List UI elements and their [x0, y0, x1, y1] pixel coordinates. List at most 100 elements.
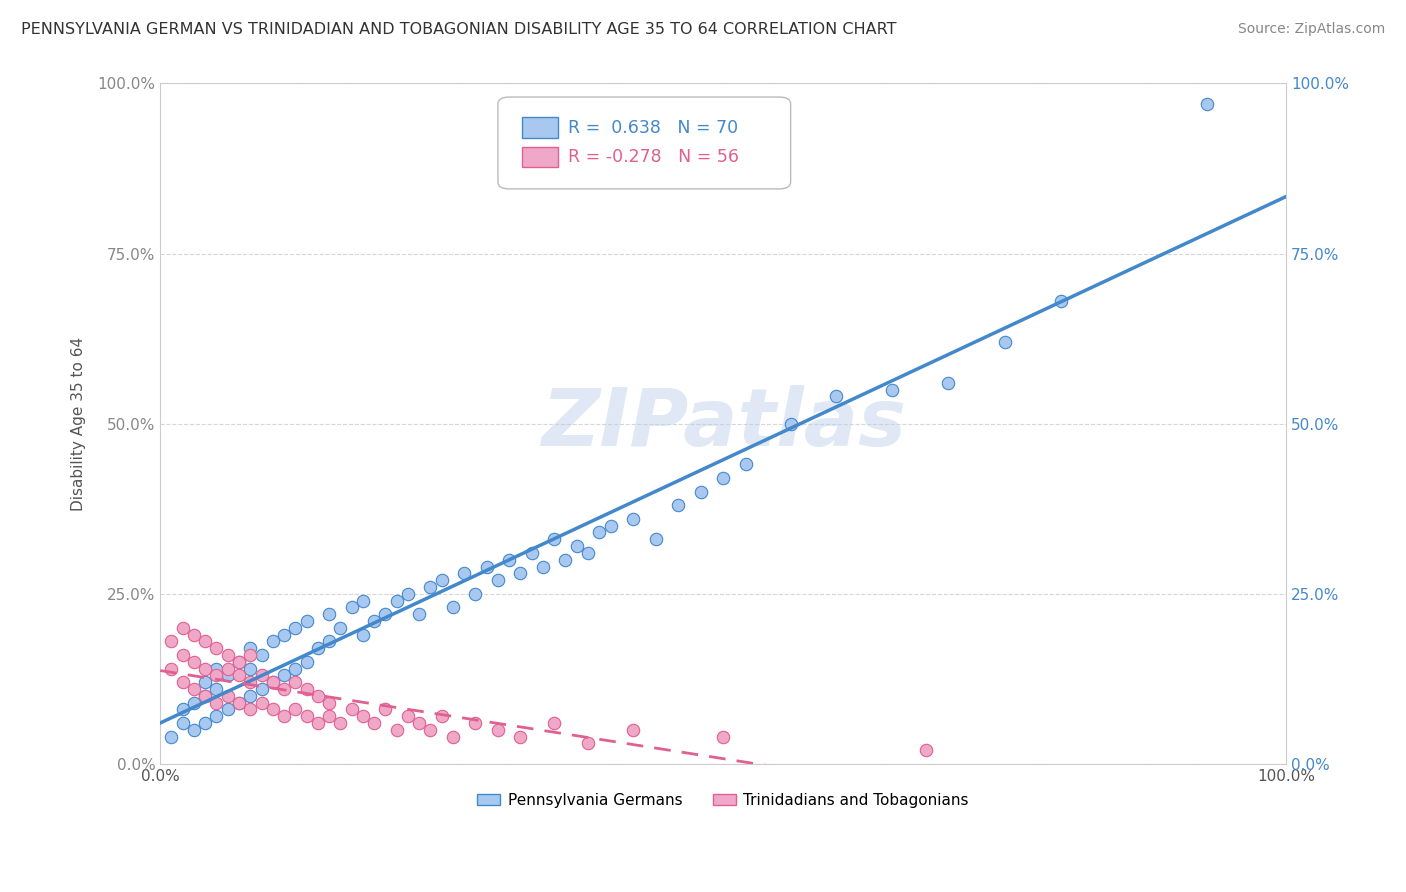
Point [307, 641, 329, 656]
Point [183, 627, 205, 641]
Point [318, 607, 340, 621]
Point [239, 662, 262, 676]
Point [666, 498, 689, 512]
Point [464, 587, 486, 601]
Point [228, 655, 250, 669]
Point [441, 600, 464, 615]
Point [194, 689, 217, 703]
Point [239, 648, 262, 662]
Point [363, 716, 385, 731]
Point [183, 681, 205, 696]
Point [284, 675, 307, 690]
Point [194, 675, 217, 690]
Point [295, 614, 318, 628]
Point [531, 559, 554, 574]
Point [318, 634, 340, 648]
Point [509, 730, 531, 744]
Point [779, 417, 801, 431]
Text: ZIPatlas: ZIPatlas [540, 384, 905, 463]
Text: R = -0.278   N = 56: R = -0.278 N = 56 [568, 148, 738, 166]
Point [1049, 294, 1071, 309]
Point [183, 696, 205, 710]
Point [734, 458, 756, 472]
Point [295, 655, 318, 669]
Point [172, 702, 194, 716]
Point [419, 580, 441, 594]
Point [307, 716, 329, 731]
Point [711, 730, 734, 744]
Point [430, 709, 453, 723]
Point [205, 709, 228, 723]
Point [262, 675, 284, 690]
Point [284, 662, 307, 676]
Point [576, 546, 599, 560]
Point [520, 546, 543, 560]
Point [194, 662, 217, 676]
Point [217, 662, 239, 676]
Point [1197, 96, 1219, 111]
Point [172, 716, 194, 731]
Point [228, 696, 250, 710]
Point [644, 533, 666, 547]
Point [295, 681, 318, 696]
Point [374, 607, 396, 621]
Point [329, 621, 352, 635]
Point [565, 539, 588, 553]
Point [711, 471, 734, 485]
Point [239, 689, 262, 703]
Point [621, 723, 644, 737]
Point [205, 641, 228, 656]
Point [250, 696, 273, 710]
Point [205, 668, 228, 682]
FancyBboxPatch shape [498, 97, 790, 189]
Point [824, 389, 846, 403]
Point [453, 566, 475, 581]
Point [273, 709, 295, 723]
Point [284, 621, 307, 635]
Point [273, 681, 295, 696]
Point [172, 675, 194, 690]
Point [172, 648, 194, 662]
Point [262, 675, 284, 690]
Point [588, 525, 610, 540]
Point [509, 566, 531, 581]
Point [217, 668, 239, 682]
Point [936, 376, 959, 390]
Point [914, 743, 936, 757]
Point [217, 648, 239, 662]
Text: Source: ZipAtlas.com: Source: ZipAtlas.com [1237, 22, 1385, 37]
Legend: Pennsylvania Germans, Trinidadians and Tobagonians: Pennsylvania Germans, Trinidadians and T… [471, 787, 976, 814]
Point [172, 621, 194, 635]
Point [160, 634, 183, 648]
Point [576, 736, 599, 750]
Point [329, 716, 352, 731]
Point [160, 730, 183, 744]
Point [621, 512, 644, 526]
Point [273, 668, 295, 682]
Point [599, 518, 621, 533]
Point [228, 668, 250, 682]
Point [194, 716, 217, 731]
Point [318, 709, 340, 723]
Point [880, 383, 903, 397]
Point [396, 709, 419, 723]
Point [340, 600, 363, 615]
Point [385, 593, 408, 607]
Point [363, 614, 385, 628]
Point [284, 702, 307, 716]
Point [194, 634, 217, 648]
Point [205, 662, 228, 676]
Point [217, 702, 239, 716]
Point [262, 702, 284, 716]
Point [352, 627, 374, 641]
Point [239, 702, 262, 716]
Point [250, 681, 273, 696]
Point [183, 723, 205, 737]
Point [543, 533, 565, 547]
Point [250, 648, 273, 662]
Point [307, 689, 329, 703]
Point [408, 607, 430, 621]
Point [194, 689, 217, 703]
Point [374, 702, 396, 716]
Point [498, 552, 520, 566]
